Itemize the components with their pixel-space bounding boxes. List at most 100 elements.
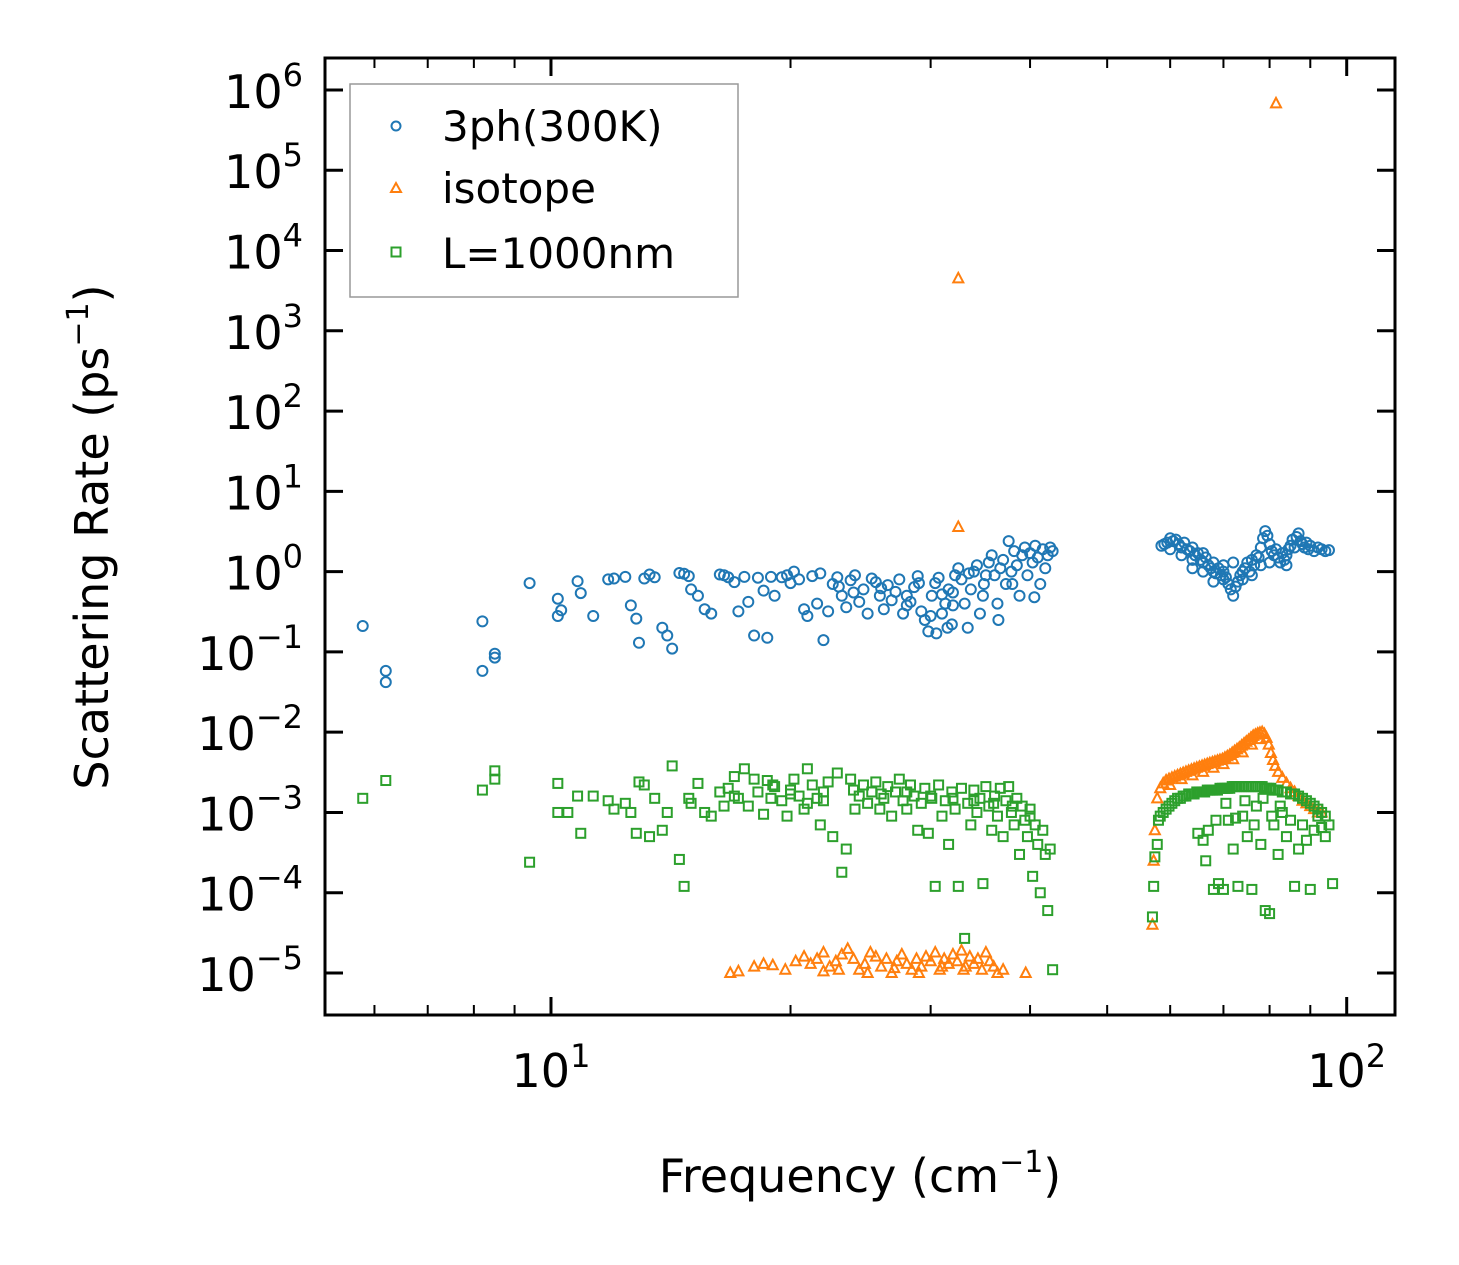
legend-marker-isotope [389,180,403,193]
data-point [625,806,637,818]
data-point [685,797,697,809]
data-point [1024,810,1036,822]
data-point [853,790,865,802]
data-point [1010,559,1023,572]
data-point [379,664,392,677]
data-point [619,797,631,809]
data-point [941,621,954,634]
y-tick-label: 10−4 [197,859,303,922]
data-point [728,790,740,802]
data-point [673,853,685,865]
data-point [996,962,1010,975]
data-point [1157,806,1169,818]
data-point [900,956,914,969]
data-point [587,790,599,802]
data-point [1192,827,1204,839]
data-point [1145,917,1160,930]
data-point [901,786,913,798]
data-point [1014,848,1026,860]
data-point [1148,880,1160,892]
data-point [936,810,948,822]
data-point [705,607,718,620]
data-point [1230,812,1242,824]
data-point [982,556,995,569]
data-point [935,588,948,601]
data-point [798,803,810,815]
y-tick-label: 100 [224,538,303,601]
data-point [797,948,811,962]
data-point [992,613,1005,626]
data-point [901,803,913,815]
data-point [798,603,811,616]
series-0 [356,525,1335,689]
data-point [946,586,959,599]
legend: 3ph(300K) isotope L=1000nm [349,83,739,298]
data-point [893,573,906,586]
data-point [999,578,1012,591]
data-point [722,782,734,794]
data-point [958,597,971,610]
data-point [874,803,886,815]
data-point [607,572,620,585]
data-point [954,942,969,956]
data-point [1016,549,1029,562]
data-point [965,819,977,831]
data-point [890,786,902,798]
plot-frame [323,56,1397,1017]
data-point [985,549,998,562]
data-point [1186,562,1199,575]
major-ticks [325,58,1395,1015]
data-point [862,797,874,809]
data-point [976,589,989,602]
data-point [973,607,986,620]
data-point [1149,851,1161,863]
data-point [860,965,875,979]
data-point [1034,887,1046,899]
data-point [997,553,1010,566]
data-point [975,962,989,975]
data-point [523,577,536,590]
data-point [728,576,741,589]
data-point [961,621,974,634]
legend-marker-l1000nm [390,246,402,258]
data-point [836,866,848,878]
data-point [858,956,872,969]
data-point [1266,810,1278,822]
data-point [1021,569,1034,582]
data-point [768,589,781,602]
data-point [909,951,924,964]
data-point [1220,797,1232,809]
data-point [476,784,488,796]
data-point [562,806,574,818]
data-point [933,779,945,791]
data-point [817,634,830,647]
data-point [1042,905,1054,917]
data-point [1006,800,1018,812]
data-point [956,962,971,975]
data-point [781,810,793,822]
series-1 [723,95,1329,979]
data-point [757,584,770,597]
data-point [723,965,737,979]
data-point [1269,95,1283,109]
data-point [810,951,824,964]
data-point [1255,838,1267,850]
data-point [1297,819,1309,831]
data-point [886,810,898,822]
data-point [705,810,717,822]
data-point [1028,591,1041,604]
data-point [1312,810,1324,822]
data-point [952,880,964,892]
x-tick-label: 101 [512,1037,591,1098]
data-point [767,779,779,791]
data-point [476,664,489,677]
data-point [776,795,788,807]
data-point [832,580,845,593]
data-point [738,763,750,775]
data-point [893,773,905,785]
data-point [974,792,986,804]
data-point [1274,800,1286,812]
data-point [924,610,937,623]
data-point [1308,824,1320,836]
data-point [949,803,961,815]
